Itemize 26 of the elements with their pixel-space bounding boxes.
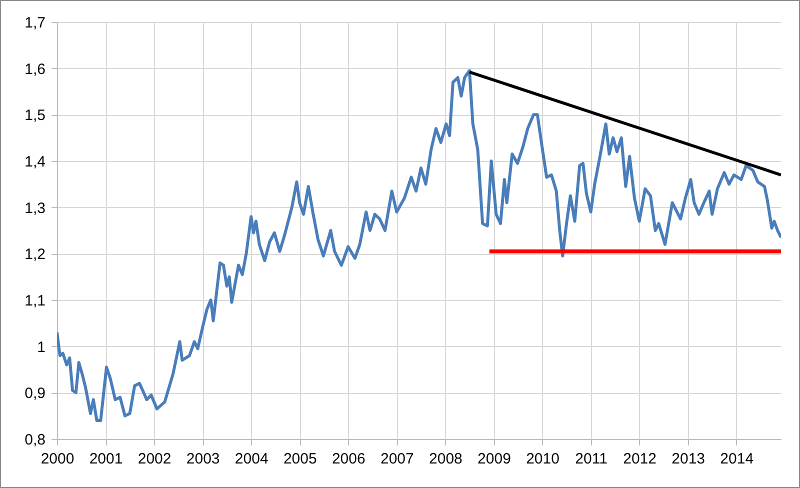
x-tick-label: 2004: [234, 450, 268, 468]
y-tick-label: 1: [37, 338, 46, 356]
y-tick-label: 1,2: [24, 246, 46, 264]
x-tick-label: 2009: [478, 450, 511, 468]
x-tick-label: 2003: [186, 450, 220, 468]
x-tick-label: 2012: [623, 450, 656, 468]
x-tick-label: 2006: [332, 450, 366, 468]
y-tick-label: 1,1: [24, 292, 46, 310]
y-tick-label: 0,9: [24, 385, 46, 402]
x-tick-label: 2007: [380, 450, 414, 468]
x-tick-label: 2013: [672, 450, 706, 468]
x-tick-label: 2001: [89, 450, 123, 468]
y-tick-label: 0,8: [24, 432, 46, 448]
x-tick-label: 2000: [40, 450, 74, 468]
x-tick-label: 2008: [429, 450, 462, 468]
x-tick-label: 2010: [526, 450, 560, 468]
x-tick-label: 2011: [575, 450, 608, 468]
y-tick-label: 1,5: [24, 107, 46, 124]
y-tick-label: 1,7: [24, 14, 46, 32]
x-tick-label: 2005: [283, 450, 317, 468]
y-tick-label: 1,4: [24, 154, 46, 170]
y-tick-label: 1,3: [24, 200, 46, 217]
x-tick-label: 2002: [138, 450, 172, 468]
line-series: [57, 69, 781, 422]
x-tick-label: 2014: [720, 450, 754, 468]
y-tick-label: 1,6: [24, 60, 46, 78]
